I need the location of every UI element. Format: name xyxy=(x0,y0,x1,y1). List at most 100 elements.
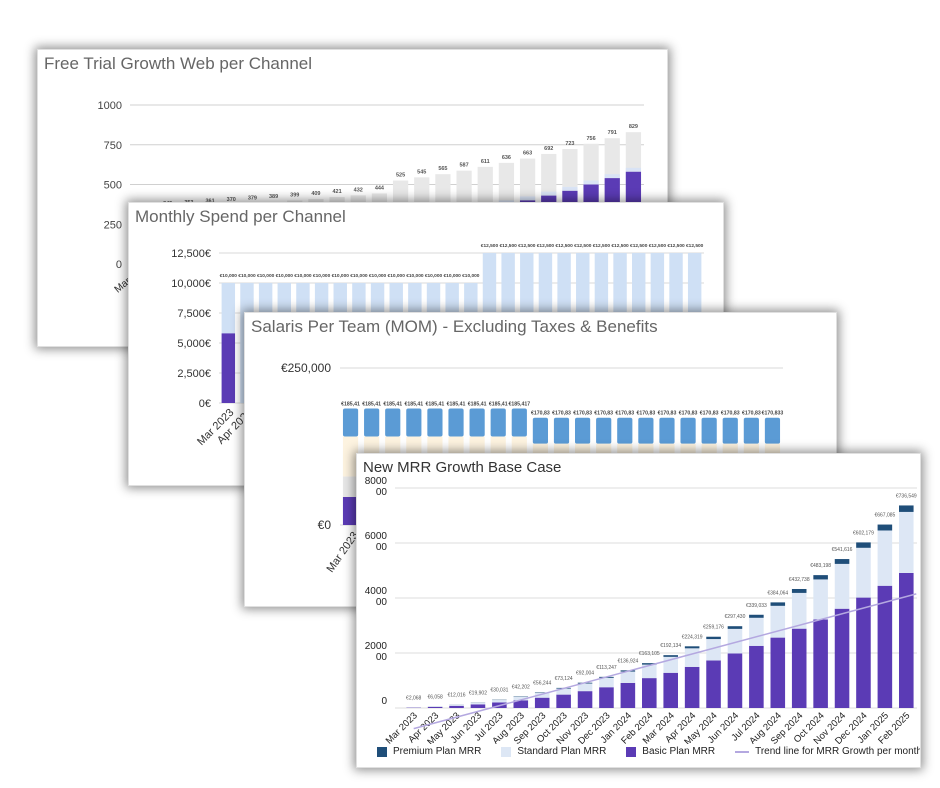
y-tick-label: 10,000€ xyxy=(171,278,211,290)
data-label: €10,000 xyxy=(332,273,350,279)
data-label: €12,500 xyxy=(649,243,667,249)
bar-segment xyxy=(642,663,657,665)
bar-top xyxy=(575,417,591,444)
legend-item-premium: Premium Plan MRR xyxy=(377,746,481,757)
data-label: 361 xyxy=(205,199,214,205)
bar-segment xyxy=(449,705,464,708)
data-label: 432 xyxy=(354,187,363,193)
bar-segment xyxy=(749,614,764,618)
bar-segment xyxy=(577,691,593,708)
bar-segment xyxy=(534,693,550,698)
data-label: €170,83 xyxy=(531,411,550,417)
legend-label: Standard Plan MRR xyxy=(517,746,607,757)
bar-segment xyxy=(877,585,893,708)
data-label: €185,41 xyxy=(447,402,466,408)
y-tick-label: €0 xyxy=(318,518,332,532)
data-label: 421 xyxy=(332,189,341,195)
y-tick-label: 0€ xyxy=(199,398,211,410)
legend-swatch xyxy=(377,746,387,757)
data-label: €483,198 xyxy=(810,563,831,569)
data-label: €10,000 xyxy=(462,273,480,279)
bar-segment xyxy=(813,619,828,708)
bar-segment xyxy=(599,677,614,688)
bar-segment xyxy=(684,666,700,708)
chart-title: Salaris Per Team (MOM) - Excluding Taxes… xyxy=(251,317,658,336)
y-tick-label: 750 xyxy=(104,140,122,152)
bar-top xyxy=(638,417,654,444)
data-label: €185,41 xyxy=(383,402,402,408)
data-label: €185,41 xyxy=(426,402,445,408)
bar-segment xyxy=(856,542,871,548)
bar-segment xyxy=(856,597,871,708)
data-label: €170,83 xyxy=(742,411,761,417)
bar-segment xyxy=(899,572,914,708)
y-tick-label: 250 xyxy=(104,219,122,231)
bar-top xyxy=(722,417,738,444)
bar-segment xyxy=(791,592,807,629)
bar-top xyxy=(490,408,506,437)
data-label: €170,83 xyxy=(615,411,634,417)
data-label: 587 xyxy=(459,163,468,169)
data-label: €384,064 xyxy=(767,590,788,596)
bar-segment xyxy=(556,688,571,695)
data-label: €10,000 xyxy=(313,273,331,279)
trend-line xyxy=(413,593,917,730)
bar-segment xyxy=(834,559,850,564)
data-label: €259,176 xyxy=(703,625,724,631)
bar-top xyxy=(701,417,717,444)
legend-item-standard: Standard Plan MRR xyxy=(501,746,606,757)
data-label: €432,738 xyxy=(789,577,810,583)
data-label: 379 xyxy=(248,196,257,202)
data-label: 444 xyxy=(375,185,385,191)
bar-segment xyxy=(684,646,700,649)
bar-top xyxy=(532,417,548,444)
legend-swatch xyxy=(626,746,637,757)
mrr-growth-chart-card: New MRR Growth Base Case 0 2000 00 4000 00 60… xyxy=(356,453,921,768)
bar-segment xyxy=(749,645,764,708)
data-label: €10,000 xyxy=(238,273,256,279)
chart-title: Monthly Spend per Channel xyxy=(135,207,346,226)
bar-top xyxy=(385,408,401,437)
y-tick-label: 1000 xyxy=(98,100,122,112)
bar-segment xyxy=(749,617,764,646)
data-label: €10,000 xyxy=(257,273,275,279)
y-tick-label: 2000 00 xyxy=(365,641,388,663)
data-label: €163,105 xyxy=(639,651,660,657)
bar-segment xyxy=(877,524,893,531)
data-label: €12,500 xyxy=(537,243,555,249)
bar-segment xyxy=(727,628,743,654)
bar-segment xyxy=(492,700,507,703)
bar-top xyxy=(406,408,422,437)
bar-segment xyxy=(642,664,657,679)
data-label: €10,000 xyxy=(444,273,462,279)
data-label: €192,134 xyxy=(660,643,681,649)
data-label: 611 xyxy=(481,159,490,165)
bar-segment xyxy=(556,694,571,708)
data-label: €297,430 xyxy=(725,614,746,620)
data-label: 565 xyxy=(438,166,447,172)
data-label: €6,058 xyxy=(427,694,443,700)
data-label: €339,033 xyxy=(746,603,767,609)
data-label: €30,031 xyxy=(490,688,508,694)
data-label: €56,244 xyxy=(533,681,551,687)
y-tick-label: 0 xyxy=(116,259,122,271)
data-label: 636 xyxy=(502,155,511,161)
data-label: €12,500 xyxy=(611,243,629,249)
data-label: €10,000 xyxy=(350,273,368,279)
data-label: 723 xyxy=(565,141,574,147)
y-tick-label: 4000 00 xyxy=(365,586,388,608)
bar-segment xyxy=(770,637,786,708)
bar-top xyxy=(764,417,781,444)
bar-accent xyxy=(519,196,536,201)
bar-segment xyxy=(727,626,743,629)
data-label: €10,000 xyxy=(276,273,294,279)
data-label: 756 xyxy=(586,136,595,142)
data-label: €170,83 xyxy=(700,411,719,417)
data-label: €185,41 xyxy=(362,402,381,408)
data-label: €185,41 xyxy=(341,402,360,408)
bar-segment xyxy=(813,575,828,580)
bar-top xyxy=(659,417,675,444)
legend-label: Premium Plan MRR xyxy=(393,746,482,757)
data-label: €12,500 xyxy=(667,243,685,249)
data-label: 525 xyxy=(396,173,405,179)
